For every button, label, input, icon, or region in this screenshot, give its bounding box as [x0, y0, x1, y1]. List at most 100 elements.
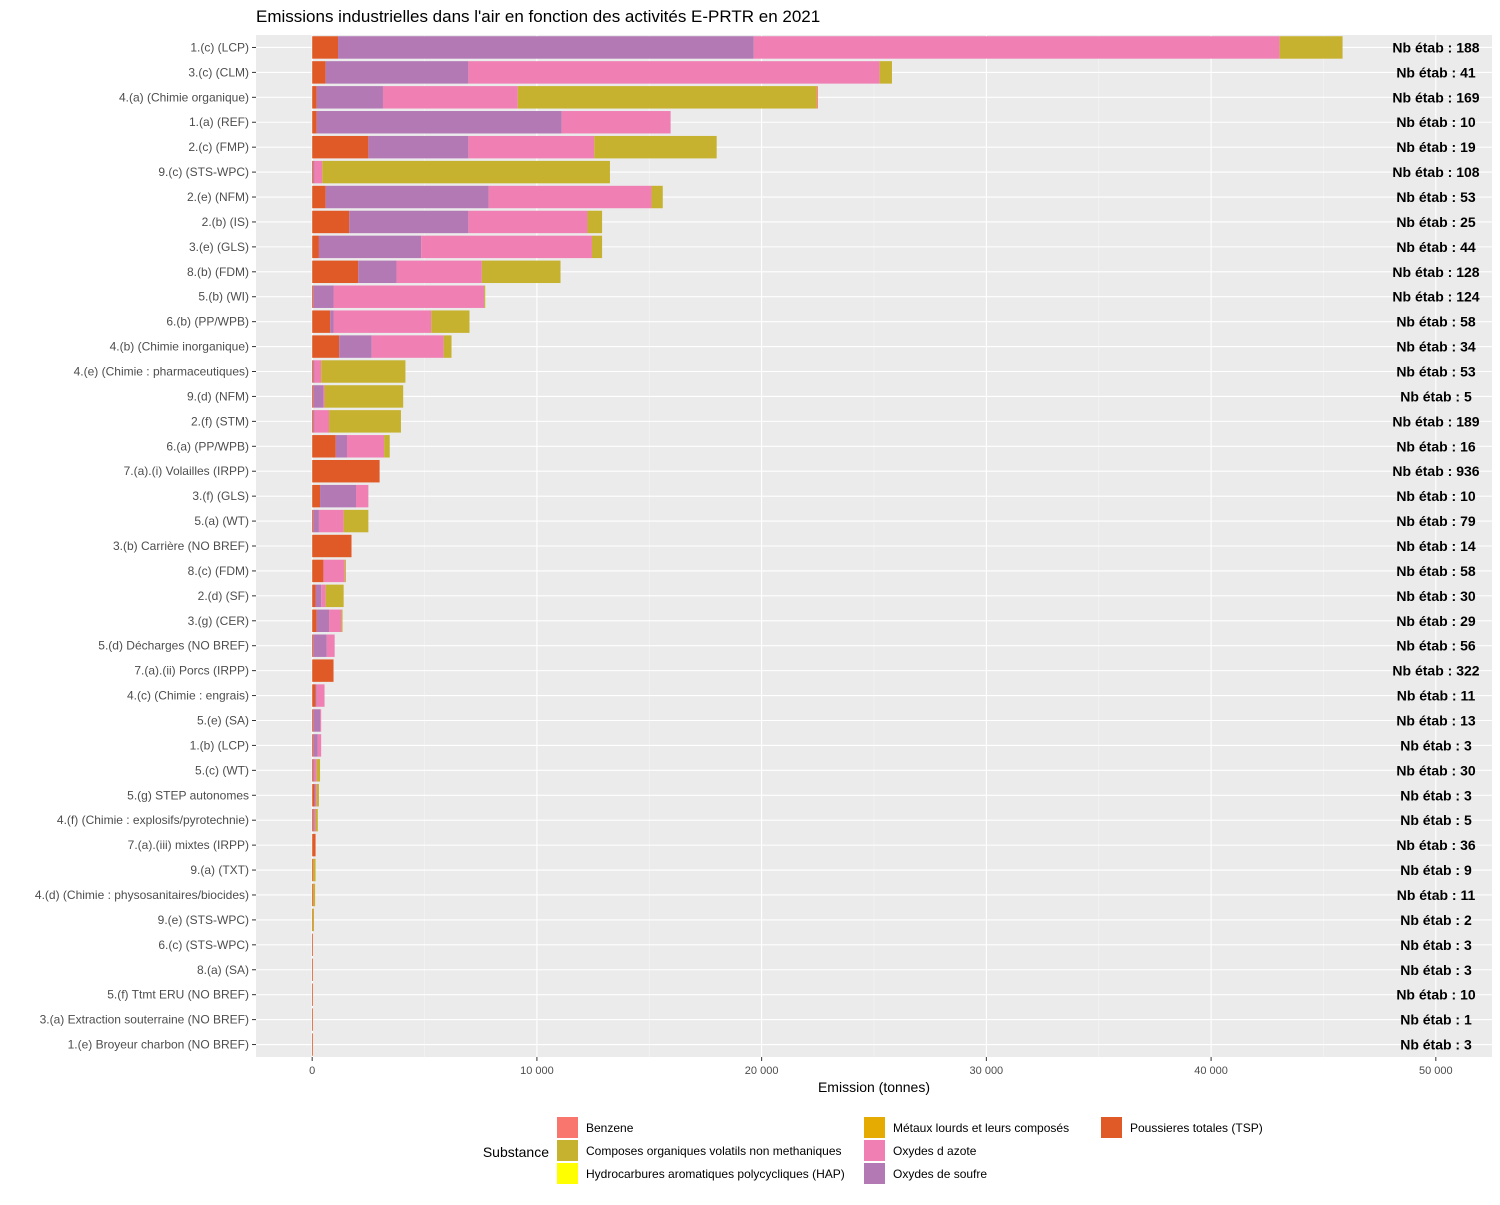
legend-label: Métaux lourds et leurs composés [893, 1121, 1069, 1135]
count-label: Nb étab : 189 [1392, 413, 1479, 429]
bar-segment-tsp [312, 484, 321, 508]
bar-segment-tsp [312, 958, 313, 981]
bar-segment-nox [323, 385, 325, 408]
bar-segment-nox [315, 784, 317, 807]
bar-segment-nox [421, 235, 592, 259]
bar-segment-cov [517, 86, 817, 109]
count-label: Nb étab : 16 [1396, 438, 1476, 454]
count-label: Nb étab : 3 [1400, 1037, 1472, 1053]
count-label: Nb étab : 44 [1396, 239, 1476, 255]
y-tick-label: 9.(a) (TXT) [190, 863, 249, 877]
bar-segment-cov [384, 435, 390, 458]
bar-segment-tsp [312, 634, 314, 657]
bar-segment-sox [349, 210, 469, 234]
legend-label: Benzene [586, 1121, 634, 1135]
count-label: Nb étab : 3 [1400, 737, 1472, 753]
bar-segment-sox [338, 36, 754, 59]
bar-segment-tsp [312, 335, 340, 358]
x-tick-label: 50 000 [1419, 1065, 1453, 1077]
y-axis: 1.(c) (LCP) 3.(c) (CLM) 4.(a) (Chimie orga… [35, 40, 256, 1052]
bar-segment-cov [341, 609, 343, 632]
legend: Substance Benzene Composes organiques vol… [483, 1117, 1263, 1184]
bar-segment-nox [356, 484, 369, 508]
x-tick-label: 10 000 [520, 1065, 554, 1077]
bar-segment-tsp [312, 684, 316, 707]
bar-segment-sox [313, 160, 315, 184]
y-tick-label: 5.(e) (SA) [197, 713, 249, 727]
bar-segment-nox [326, 634, 335, 657]
y-tick-label: 8.(c) (FDM) [188, 564, 249, 578]
bar-segment-tsp [312, 310, 331, 333]
y-tick-label: 4.(c) (Chimie : engrais) [127, 689, 249, 703]
y-tick-label: 4.(b) (Chimie inorganique) [110, 340, 249, 354]
bar-segment-tsp [312, 509, 314, 533]
y-tick-label: 5.(f) Ttmt ERU (NO BREF) [107, 988, 249, 1002]
y-tick-label: 4.(e) (Chimie : pharmaceutiques) [74, 365, 249, 379]
legend-swatch [864, 1140, 885, 1161]
y-tick-label: 1.(e) Broyeur charbon (NO BREF) [68, 1038, 249, 1052]
count-label: Nb étab : 3 [1400, 962, 1472, 978]
bar-segment-sox [330, 310, 334, 333]
bar-segment-tsp [312, 759, 314, 782]
bar-segment-sox [339, 335, 372, 358]
bar-segment-cov [322, 160, 610, 184]
legend-swatch [864, 1163, 885, 1184]
y-tick-label: 4.(a) (Chimie organique) [119, 90, 249, 104]
y-tick-label: 3.(f) (GLS) [192, 489, 249, 503]
count-label: Nb étab : 5 [1400, 812, 1472, 828]
bar-segment-nox [396, 260, 482, 284]
bar-segment-tsp [312, 983, 313, 1006]
count-label: Nb étab : 11 [1397, 887, 1476, 903]
count-label: Nb étab : 30 [1396, 762, 1476, 778]
bar-segment-tsp [312, 86, 317, 109]
bar-segment-sox [316, 609, 330, 632]
legend-swatch [1101, 1117, 1122, 1138]
chart-title: Emissions industrielles dans l'air en fo… [256, 7, 820, 26]
bar-segment-nox [314, 808, 316, 832]
bar-segment-cov [343, 509, 369, 533]
bar-segment-sox [313, 509, 319, 533]
bar-segment-cov [324, 385, 404, 408]
bar-segment-nox [318, 509, 344, 533]
count-label: Nb étab : 25 [1396, 214, 1476, 230]
count-label: Nb étab : 3 [1400, 787, 1472, 803]
x-tick-label: 0 [309, 1065, 315, 1077]
bar-segment-tsp [312, 883, 314, 907]
count-label: Nb étab : 936 [1392, 463, 1479, 479]
bar-segment-tsp [312, 385, 314, 408]
y-tick-label: 8.(a) (SA) [197, 963, 249, 977]
count-label: Nb étab : 36 [1396, 837, 1476, 853]
bar-segment-tsp [312, 808, 314, 832]
bar-segment-tsp [312, 734, 314, 757]
bar-segment-cov [879, 61, 892, 84]
y-tick-label: 5.(c) (WT) [195, 763, 249, 777]
count-label: Nb étab : 79 [1396, 513, 1476, 529]
y-tick-label: 5.(g) STEP autonomes [127, 788, 249, 802]
legend-swatch [864, 1117, 885, 1138]
count-label: Nb étab : 10 [1396, 114, 1476, 130]
x-axis: 0 10 000 20 000 30 000 40 000 50 000 [309, 1057, 1453, 1077]
y-tick-label: 3.(g) (CER) [188, 614, 249, 628]
legend-title: Substance [483, 1144, 549, 1160]
legend-swatch [557, 1117, 578, 1138]
count-labels: Nb étab : 188 Nb étab : 41 Nb étab : 169 Nb… [1392, 39, 1479, 1052]
count-label: Nb étab : 11 [1397, 688, 1476, 704]
bar-segment-sox [325, 185, 489, 209]
bar-segment-sox [313, 709, 321, 732]
bar-segment-nox [320, 709, 322, 732]
x-tick-label: 40 000 [1194, 1065, 1228, 1077]
bar-segment-sox [313, 759, 315, 782]
bar-segment-nox [333, 285, 485, 308]
bar-segment-cov [587, 210, 603, 234]
bar-segment-tsp [312, 609, 317, 632]
bar-segment-tsp [312, 584, 316, 608]
bar-segment-cov [443, 335, 452, 358]
y-tick-label: 9.(e) (STS-WPC) [158, 913, 249, 927]
bar-segment-nox [314, 410, 330, 433]
y-tick-label: 4.(f) (Chimie : explosifs/pyrotechnie) [57, 813, 249, 827]
bar-segment-tsp [312, 709, 314, 732]
legend-label: Hydrocarbures aromatiques polycycliques … [586, 1167, 845, 1181]
bar-segment-tsp [312, 1033, 313, 1056]
legend-label: Composes organiques volatils non methani… [586, 1144, 842, 1158]
bar-segment-tsp [312, 260, 359, 284]
